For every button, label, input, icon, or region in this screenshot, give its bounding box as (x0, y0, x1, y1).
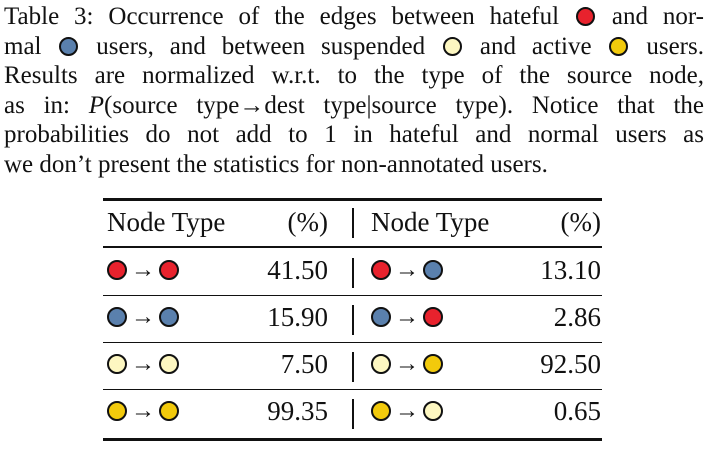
table-row: → 15.90 → 2.86 (103, 297, 602, 337)
caption-text: mal (4, 32, 58, 60)
arrow-icon: → (131, 398, 155, 424)
edge-type: → (107, 391, 179, 431)
normal-node-icon (159, 307, 179, 327)
bottom-rule (103, 438, 602, 441)
header-percent-right: (%) (560, 207, 601, 237)
edge-type: → (371, 297, 443, 337)
edge-type: → (371, 250, 443, 290)
cell-percent-right: 92.50 (540, 349, 601, 379)
header-rule (103, 246, 602, 248)
cell-node-type-right: → (371, 344, 443, 384)
edge-type: → (371, 344, 443, 384)
column-separator (352, 399, 354, 429)
cell-node-type-right: → (371, 250, 443, 290)
arrow-icon: → (131, 304, 155, 330)
cell-node-type-left: → (107, 344, 179, 384)
cell-node-type-left: → (107, 391, 179, 431)
header-percent-left: (%) (287, 207, 328, 237)
caption-text: we don’t present the statistics for non-… (4, 150, 548, 178)
caption-line: probabilities do not add to 1 in hateful… (4, 120, 704, 150)
row-rule (103, 342, 602, 344)
caption-line: Table 3: Occurrence of the edges between… (4, 2, 704, 32)
arrow-icon: → (131, 351, 155, 377)
column-separator (352, 305, 354, 335)
hateful-node-icon (423, 307, 443, 327)
header-separator (352, 208, 354, 238)
cell-percent-left: 15.90 (267, 302, 328, 332)
arrow-icon: → (395, 351, 419, 377)
caption-text: as in: (4, 91, 89, 119)
suspended-node-icon (443, 36, 463, 56)
cell-percent-left: 7.50 (280, 349, 328, 379)
edge-type: → (371, 391, 443, 431)
arrow-icon: → (395, 304, 419, 330)
active-node-icon (107, 401, 127, 421)
hateful-node-icon (159, 260, 179, 280)
suspended-node-icon (107, 354, 127, 374)
cell-node-type-right: → (371, 297, 443, 337)
hateful-node-icon (575, 7, 595, 26)
caption-text: and nor- (596, 3, 705, 30)
caption-text: (source type→dest type|source type). Not… (104, 91, 705, 119)
normal-node-icon (371, 307, 391, 327)
edge-type: → (107, 297, 179, 337)
row-rule (103, 389, 602, 391)
caption-line: we don’t present the statistics for non-… (4, 150, 704, 180)
caption-line: Results are normalized w.r.t. to the typ… (4, 61, 704, 91)
cell-percent-left: 41.50 (267, 255, 328, 285)
cell-percent-left: 99.35 (267, 396, 328, 426)
active-node-icon (371, 401, 391, 421)
header-row: Node Type (%) Node Type (%) (103, 202, 602, 242)
caption-text: probabilities do not add to 1 in hateful… (4, 121, 704, 148)
arrow-icon: → (395, 257, 419, 283)
caption-line: mal users, and between suspended and act… (4, 32, 704, 62)
hateful-node-icon (371, 260, 391, 280)
arrow-icon: → (395, 398, 419, 424)
edge-type: → (107, 344, 179, 384)
caption-line: as in: P(source type→dest type|source ty… (4, 91, 704, 121)
table-row: → 41.50 → 13.10 (103, 250, 602, 290)
table-caption: Table 3: Occurrence of the edges between… (4, 2, 704, 179)
caption-text: users, and between suspended (80, 32, 442, 60)
header-node-type-right: Node Type (371, 207, 490, 237)
cell-percent-right: 13.10 (540, 255, 601, 285)
caption-math: P (88, 91, 105, 119)
active-node-icon (159, 401, 179, 421)
arrow-icon: → (131, 257, 155, 283)
table-row: → 99.35 → 0.65 (103, 391, 602, 431)
cell-percent-right: 0.65 (553, 396, 601, 426)
normal-node-icon (423, 260, 443, 280)
column-separator (352, 352, 354, 382)
cell-node-type-left: → (107, 297, 179, 337)
active-node-icon (423, 354, 443, 374)
column-separator (352, 258, 354, 288)
row-rule (103, 295, 602, 297)
normal-node-icon (107, 307, 127, 327)
cell-node-type-right: → (371, 391, 443, 431)
suspended-node-icon (371, 354, 391, 374)
top-rule (103, 198, 602, 201)
table-row: → 7.50 → 92.50 (103, 344, 602, 384)
header-node-type-left: Node Type (107, 207, 226, 237)
cell-node-type-left: → (107, 250, 179, 290)
caption-text: Table 3: Occurrence of the edges between… (4, 3, 574, 30)
active-node-icon (609, 36, 629, 56)
hateful-node-icon (107, 260, 127, 280)
normal-node-icon (59, 36, 79, 56)
caption-text: and active (464, 32, 608, 60)
suspended-node-icon (159, 354, 179, 374)
caption-text: users. (630, 32, 704, 60)
edge-type: → (107, 250, 179, 290)
suspended-node-icon (423, 401, 443, 421)
caption-text: Results are normalized w.r.t. to the typ… (4, 62, 704, 89)
cell-percent-right: 2.86 (553, 302, 601, 332)
